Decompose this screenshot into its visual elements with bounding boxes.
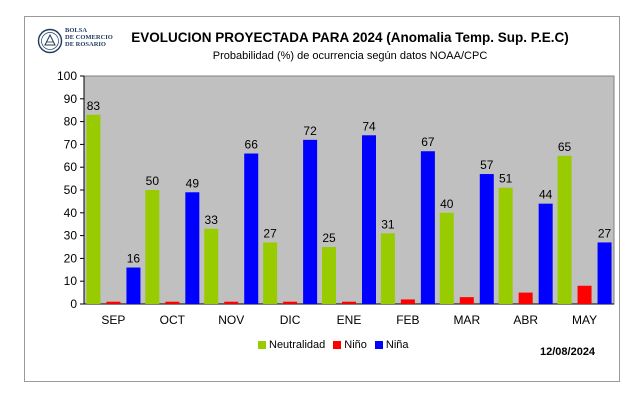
bar-nio-may: [577, 285, 592, 304]
y-tick-label: 10: [64, 274, 78, 288]
y-tick-label: 0: [70, 297, 77, 311]
logo-text: BOLSA DE COMERCIO DE ROSARIO: [65, 27, 113, 48]
x-tick-label: DIC: [280, 313, 301, 327]
legend-label-nina: Niña: [385, 339, 409, 351]
data-label: 31: [381, 217, 395, 231]
x-tick-label: ENE: [337, 313, 362, 327]
bar-nia-sep: [126, 267, 141, 304]
legend-swatch-nina: [374, 341, 383, 349]
bar-neutralidad-nov: [204, 228, 219, 304]
bar-nia-mar: [479, 174, 494, 304]
bar-nia-ene: [362, 135, 376, 304]
bar-neutralidad-dic: [263, 242, 278, 304]
bar-nia-may: [597, 242, 612, 304]
data-label: 27: [598, 226, 612, 240]
legend-label-neutralidad: Neutralidad: [269, 339, 326, 351]
logo-line-2: DE COMERCIO: [65, 34, 113, 41]
data-label: 40: [440, 197, 454, 211]
legend-label-nino: Niño: [344, 339, 367, 351]
data-label: 72: [303, 124, 317, 138]
data-label: 66: [245, 138, 259, 152]
bar-nio-dic: [283, 301, 298, 304]
data-label: 83: [87, 99, 101, 113]
bar-nio-ene: [342, 301, 356, 304]
x-tick-label: OCT: [160, 313, 186, 327]
chart-legend: Neutralidad Niño Niña: [258, 339, 417, 351]
x-tick-label: ABR: [513, 313, 538, 327]
y-tick-label: 90: [64, 92, 78, 106]
bar-neutralidad-sep: [86, 114, 101, 304]
chart-date: 12/08/2024: [540, 346, 596, 358]
legend-item-nina: Niña: [374, 339, 409, 351]
legend-swatch-nino: [333, 341, 342, 349]
data-label: 57: [480, 158, 494, 172]
data-label: 49: [186, 176, 200, 190]
bar-nio-mar: [459, 297, 474, 304]
bar-nia-feb: [420, 151, 435, 304]
bar-nia-nov: [244, 153, 259, 304]
data-label: 27: [263, 226, 277, 240]
y-tick-label: 60: [64, 160, 78, 174]
bar-nio-nov: [224, 301, 239, 304]
x-tick-label: NOV: [218, 313, 244, 327]
bar-neutralidad-may: [557, 155, 572, 304]
bar-nio-oct: [165, 301, 180, 304]
bar-nio-abr: [518, 292, 533, 304]
bar-nia-oct: [185, 192, 200, 304]
data-label: 25: [322, 231, 336, 245]
y-tick-label: 70: [64, 137, 78, 151]
x-tick-label: MAY: [572, 313, 597, 327]
data-label: 65: [558, 140, 572, 154]
data-label: 74: [362, 119, 376, 133]
legend-swatch-neutralidad: [258, 341, 266, 349]
data-label: 67: [421, 135, 435, 149]
y-tick-label: 30: [64, 229, 78, 243]
x-tick-label: MAR: [453, 313, 480, 327]
y-tick-label: 50: [64, 183, 78, 197]
data-label: 44: [539, 188, 553, 202]
data-label: 33: [205, 213, 219, 227]
bar-nio-sep: [106, 301, 121, 304]
bar-neutralidad-abr: [498, 187, 513, 304]
legend-item-nino: Niño: [333, 339, 367, 351]
bar-neutralidad-mar: [439, 212, 454, 304]
bar-neutralidad-ene: [322, 247, 336, 304]
y-tick-label: 20: [64, 251, 78, 265]
data-label: 16: [127, 252, 141, 266]
legend-item-neutralidad: Neutralidad: [258, 339, 325, 351]
data-label: 51: [499, 172, 513, 186]
plot-area: [83, 75, 615, 305]
logo-line-3: DE ROSARIO: [65, 41, 106, 48]
bar-nia-dic: [303, 139, 318, 304]
data-label: 50: [146, 174, 160, 188]
bar-neutralidad-oct: [145, 190, 160, 304]
x-tick-label: FEB: [396, 313, 419, 327]
bar-nio-feb: [400, 299, 415, 304]
logo-line-1: BOLSA: [65, 27, 88, 34]
chart-subtitle: Probabilidad (%) de ocurrencia según dat…: [212, 50, 488, 62]
bar-neutralidad-feb: [380, 233, 395, 304]
bar-nia-abr: [538, 203, 553, 304]
y-tick-label: 80: [64, 115, 78, 129]
bolsa-logo-icon: [37, 28, 63, 54]
y-tick-label: 100: [57, 69, 77, 83]
x-tick-label: SEP: [101, 313, 125, 327]
chart-title: EVOLUCION PROYECTADA PARA 2024 (Anomalia…: [131, 30, 569, 45]
y-tick-label: 40: [64, 206, 78, 220]
